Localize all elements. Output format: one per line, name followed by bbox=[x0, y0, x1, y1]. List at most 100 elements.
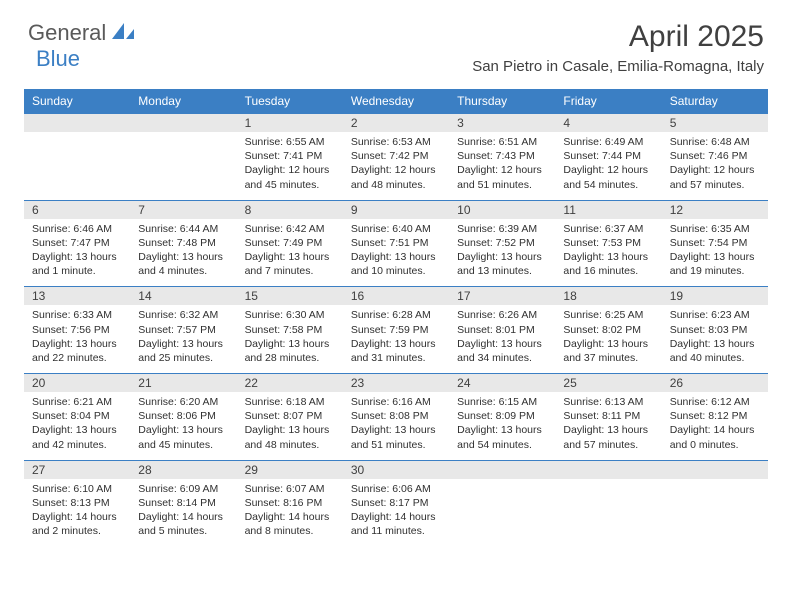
day-detail-line: and 25 minutes. bbox=[138, 351, 228, 365]
day-number: 19 bbox=[662, 287, 768, 305]
day-cell: Sunrise: 6:33 AMSunset: 7:56 PMDaylight:… bbox=[24, 305, 130, 373]
day-cell bbox=[662, 479, 768, 547]
day-detail-line: Sunrise: 6:46 AM bbox=[32, 222, 122, 236]
day-detail-line: Daylight: 13 hours bbox=[670, 337, 760, 351]
day-detail-line: and 7 minutes. bbox=[245, 264, 335, 278]
day-number: 15 bbox=[237, 287, 343, 305]
day-detail-line: Sunset: 7:53 PM bbox=[563, 236, 653, 250]
day-detail-line: Sunset: 7:43 PM bbox=[457, 149, 547, 163]
day-detail-line: and 31 minutes. bbox=[351, 351, 441, 365]
day-detail-line: and 54 minutes. bbox=[563, 178, 653, 192]
day-detail-line: Sunrise: 6:55 AM bbox=[245, 135, 335, 149]
day-cell: Sunrise: 6:07 AMSunset: 8:16 PMDaylight:… bbox=[237, 479, 343, 547]
page-header: General April 2025 San Pietro in Casale,… bbox=[0, 0, 792, 81]
day-detail-line: Daylight: 12 hours bbox=[351, 163, 441, 177]
day-detail-line: and 10 minutes. bbox=[351, 264, 441, 278]
week-row: Sunrise: 6:33 AMSunset: 7:56 PMDaylight:… bbox=[24, 305, 768, 373]
day-detail-line: and 48 minutes. bbox=[245, 438, 335, 452]
day-detail-line: Daylight: 13 hours bbox=[32, 337, 122, 351]
day-cell: Sunrise: 6:46 AMSunset: 7:47 PMDaylight:… bbox=[24, 219, 130, 287]
day-cell: Sunrise: 6:51 AMSunset: 7:43 PMDaylight:… bbox=[449, 132, 555, 200]
day-cell bbox=[130, 132, 236, 200]
day-detail-line: Sunset: 8:17 PM bbox=[351, 496, 441, 510]
day-detail-line: Sunset: 7:49 PM bbox=[245, 236, 335, 250]
day-detail-line: Daylight: 14 hours bbox=[138, 510, 228, 524]
day-cell bbox=[24, 132, 130, 200]
day-cell: Sunrise: 6:21 AMSunset: 8:04 PMDaylight:… bbox=[24, 392, 130, 460]
day-detail-line: and 42 minutes. bbox=[32, 438, 122, 452]
day-detail-line: Sunrise: 6:20 AM bbox=[138, 395, 228, 409]
week-row: Sunrise: 6:10 AMSunset: 8:13 PMDaylight:… bbox=[24, 479, 768, 547]
day-number: 2 bbox=[343, 114, 449, 132]
day-header: Wednesday bbox=[343, 89, 449, 113]
day-number: 26 bbox=[662, 374, 768, 392]
title-block: April 2025 San Pietro in Casale, Emilia-… bbox=[472, 20, 764, 75]
day-detail-line: Sunrise: 6:30 AM bbox=[245, 308, 335, 322]
day-cell: Sunrise: 6:55 AMSunset: 7:41 PMDaylight:… bbox=[237, 132, 343, 200]
day-number: 7 bbox=[130, 201, 236, 219]
day-detail-line: Daylight: 12 hours bbox=[245, 163, 335, 177]
day-number: 29 bbox=[237, 461, 343, 479]
day-detail-line: and 34 minutes. bbox=[457, 351, 547, 365]
day-detail-line: Sunrise: 6:44 AM bbox=[138, 222, 228, 236]
day-detail-line: Daylight: 13 hours bbox=[138, 250, 228, 264]
day-cell: Sunrise: 6:40 AMSunset: 7:51 PMDaylight:… bbox=[343, 219, 449, 287]
day-detail-line: Sunrise: 6:26 AM bbox=[457, 308, 547, 322]
day-detail-line: and 40 minutes. bbox=[670, 351, 760, 365]
day-cell: Sunrise: 6:18 AMSunset: 8:07 PMDaylight:… bbox=[237, 392, 343, 460]
day-number-row: 27282930 bbox=[24, 460, 768, 479]
day-cell: Sunrise: 6:25 AMSunset: 8:02 PMDaylight:… bbox=[555, 305, 661, 373]
day-cell: Sunrise: 6:20 AMSunset: 8:06 PMDaylight:… bbox=[130, 392, 236, 460]
day-detail-line: Sunset: 7:57 PM bbox=[138, 323, 228, 337]
day-detail-line: and 4 minutes. bbox=[138, 264, 228, 278]
day-cell: Sunrise: 6:26 AMSunset: 8:01 PMDaylight:… bbox=[449, 305, 555, 373]
day-cell: Sunrise: 6:06 AMSunset: 8:17 PMDaylight:… bbox=[343, 479, 449, 547]
day-detail-line: Daylight: 13 hours bbox=[351, 337, 441, 351]
day-number: 14 bbox=[130, 287, 236, 305]
day-cell: Sunrise: 6:12 AMSunset: 8:12 PMDaylight:… bbox=[662, 392, 768, 460]
day-number: 22 bbox=[237, 374, 343, 392]
day-cell: Sunrise: 6:44 AMSunset: 7:48 PMDaylight:… bbox=[130, 219, 236, 287]
day-detail-line: Sunrise: 6:51 AM bbox=[457, 135, 547, 149]
weeks-container: 12345Sunrise: 6:55 AMSunset: 7:41 PMDayl… bbox=[24, 113, 768, 546]
day-detail-line: Sunset: 8:13 PM bbox=[32, 496, 122, 510]
day-detail-line: Daylight: 13 hours bbox=[563, 423, 653, 437]
day-detail-line: Sunrise: 6:21 AM bbox=[32, 395, 122, 409]
day-cell: Sunrise: 6:49 AMSunset: 7:44 PMDaylight:… bbox=[555, 132, 661, 200]
day-detail-line: Sunset: 8:04 PM bbox=[32, 409, 122, 423]
day-detail-line: Daylight: 14 hours bbox=[351, 510, 441, 524]
week-row: Sunrise: 6:46 AMSunset: 7:47 PMDaylight:… bbox=[24, 219, 768, 287]
day-detail-line: and 0 minutes. bbox=[670, 438, 760, 452]
day-number: 3 bbox=[449, 114, 555, 132]
day-detail-line: Sunrise: 6:42 AM bbox=[245, 222, 335, 236]
day-header: Thursday bbox=[449, 89, 555, 113]
day-detail-line: Sunset: 8:01 PM bbox=[457, 323, 547, 337]
day-detail-line: Daylight: 14 hours bbox=[245, 510, 335, 524]
day-cell: Sunrise: 6:15 AMSunset: 8:09 PMDaylight:… bbox=[449, 392, 555, 460]
day-detail-line: Sunset: 8:02 PM bbox=[563, 323, 653, 337]
day-detail-line: Sunset: 8:09 PM bbox=[457, 409, 547, 423]
day-number: 28 bbox=[130, 461, 236, 479]
day-cell: Sunrise: 6:39 AMSunset: 7:52 PMDaylight:… bbox=[449, 219, 555, 287]
week-row: Sunrise: 6:55 AMSunset: 7:41 PMDaylight:… bbox=[24, 132, 768, 200]
day-number: 23 bbox=[343, 374, 449, 392]
day-cell: Sunrise: 6:13 AMSunset: 8:11 PMDaylight:… bbox=[555, 392, 661, 460]
day-number bbox=[130, 114, 236, 132]
month-title: April 2025 bbox=[472, 20, 764, 54]
day-detail-line: Sunset: 7:48 PM bbox=[138, 236, 228, 250]
calendar-grid: SundayMondayTuesdayWednesdayThursdayFrid… bbox=[24, 89, 768, 546]
day-detail-line: and 22 minutes. bbox=[32, 351, 122, 365]
day-detail-line: and 1 minute. bbox=[32, 264, 122, 278]
day-cell: Sunrise: 6:32 AMSunset: 7:57 PMDaylight:… bbox=[130, 305, 236, 373]
day-detail-line: Sunset: 7:42 PM bbox=[351, 149, 441, 163]
day-detail-line: and 28 minutes. bbox=[245, 351, 335, 365]
day-detail-line: Sunset: 7:52 PM bbox=[457, 236, 547, 250]
day-detail-line: Sunset: 8:12 PM bbox=[670, 409, 760, 423]
week-row: Sunrise: 6:21 AMSunset: 8:04 PM Daylight:… bbox=[24, 392, 768, 460]
day-cell: Sunrise: 6:53 AMSunset: 7:42 PMDaylight:… bbox=[343, 132, 449, 200]
day-detail-line: Sunset: 8:16 PM bbox=[245, 496, 335, 510]
day-cell: Sunrise: 6:37 AMSunset: 7:53 PMDaylight:… bbox=[555, 219, 661, 287]
day-detail-line: Daylight: 13 hours bbox=[457, 250, 547, 264]
day-detail-line: Daylight: 12 hours bbox=[563, 163, 653, 177]
day-detail-line: Daylight: 13 hours bbox=[138, 423, 228, 437]
